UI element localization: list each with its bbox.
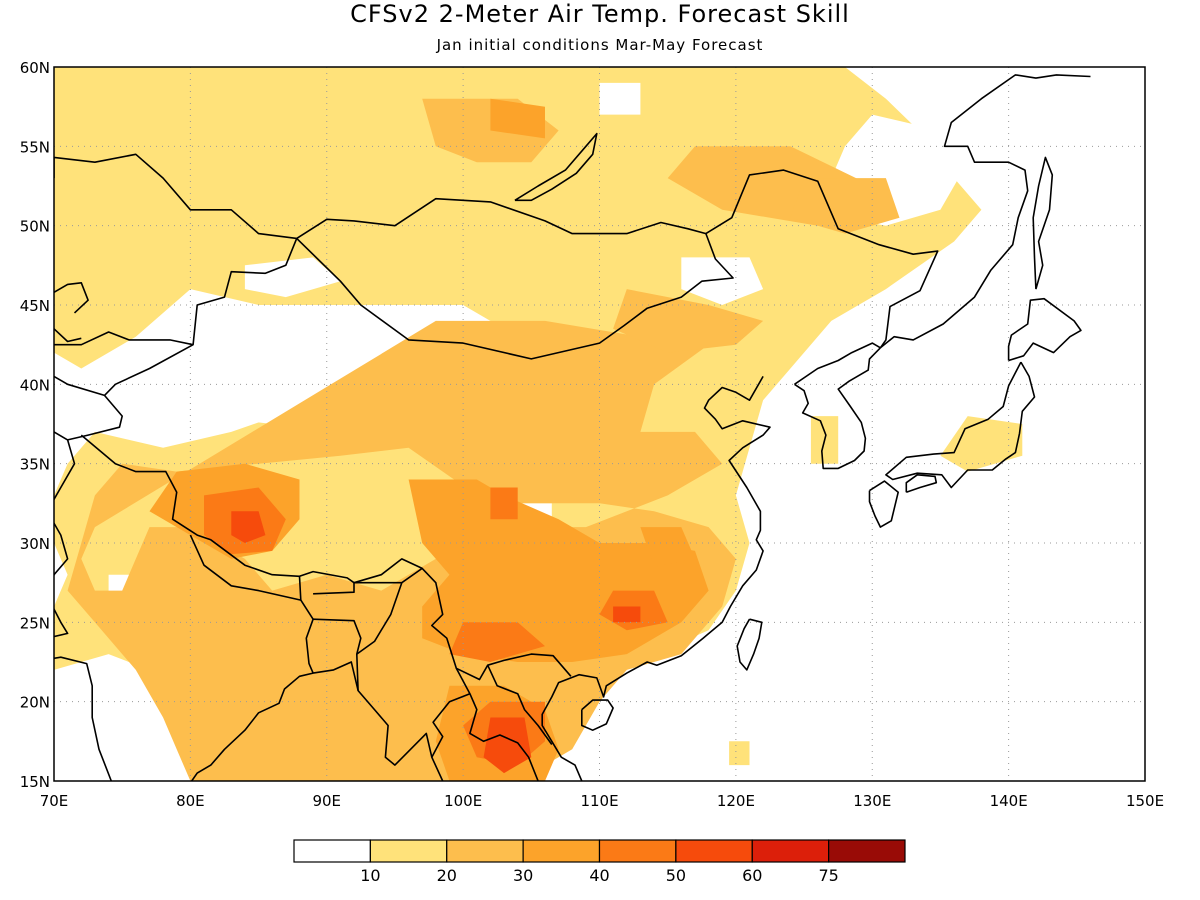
colorbar: 10 20 30 40 50 60 75 <box>293 839 906 885</box>
colorbar-tick-label: 40 <box>589 866 609 885</box>
colorbar-swatch <box>675 839 753 863</box>
skill-band-40-50 <box>490 487 518 520</box>
colorbar-tick-label: 20 <box>437 866 457 885</box>
border-northern <box>54 153 939 349</box>
coastline-kyushu <box>868 480 900 528</box>
skill-shading-layer <box>54 67 1023 781</box>
colorbar-tick-label: 75 <box>818 866 838 885</box>
latitude-tick-label: 35N <box>20 456 50 474</box>
map-gridlines <box>54 67 1145 781</box>
skill-band-50-60 <box>231 511 266 543</box>
longitude-tick-label: 100E <box>444 792 482 810</box>
coastline-india-west <box>54 656 113 781</box>
colorbar-swatch <box>828 839 906 863</box>
skill-band-20-30 <box>613 289 764 353</box>
latitude-tick-label: 55N <box>20 138 50 156</box>
skill-band-50-60 <box>483 717 532 774</box>
skill-band-30-40 <box>640 527 695 567</box>
border-bangladesh-west <box>300 599 314 674</box>
figure-subtitle: Jan initial conditions Mar-May Forecast <box>436 36 764 54</box>
border-bangladesh-east <box>313 618 362 691</box>
border-laos-thailand <box>455 667 539 781</box>
figure-title: CFSv2 2-Meter Air Temp. Forecast Skill <box>350 0 850 28</box>
coastline-borders-layer <box>54 74 1091 781</box>
colorbar-swatch <box>369 839 448 863</box>
colorbar-tick-label: 60 <box>742 866 762 885</box>
latitude-tick-label: 20N <box>20 694 50 712</box>
latitude-tick-labels: 60N 55N 50N 45N 40N 35N 30N 25N 20N 15N <box>20 59 50 791</box>
lake-baikal <box>514 132 598 202</box>
colorbar-swatch <box>446 839 524 863</box>
colorbar-swatch <box>598 839 677 863</box>
longitude-tick-label: 80E <box>176 792 205 810</box>
skill-band-30-40 <box>490 98 545 139</box>
colorbar-tick-label: 30 <box>513 866 533 885</box>
latitude-tick-label: 15N <box>20 773 50 791</box>
border-mongolia-china <box>296 233 734 360</box>
skill-band-below-10 <box>244 257 341 298</box>
skill-band-20-30 <box>790 178 900 234</box>
longitude-tick-labels: 70E 80E 90E 100E 110E 120E 130E 140E 150E <box>40 792 1164 810</box>
border-laos-vietnam <box>486 664 553 745</box>
skill-band-40-50 <box>449 622 545 662</box>
colorbar-tick-label: 10 <box>360 866 380 885</box>
border-myanmar-thailand <box>431 692 471 758</box>
skill-band-50-60 <box>613 606 641 623</box>
coastline-taiwan <box>736 618 763 671</box>
border-central-asia <box>54 375 105 397</box>
border-china-west <box>67 238 298 441</box>
border-pakistan <box>54 431 76 638</box>
colorbar-swatch <box>522 839 601 863</box>
longitude-tick-label: 90E <box>312 792 341 810</box>
longitude-tick-label: 150E <box>1126 792 1164 810</box>
latitude-tick-label: 25N <box>20 614 50 632</box>
skill-band-20-30 <box>67 320 736 781</box>
coastline-shikoku <box>905 473 938 493</box>
colorbar-swatch <box>293 839 371 863</box>
skill-band-10-20 <box>940 416 1023 472</box>
latitude-tick-label: 50N <box>20 218 50 236</box>
longitude-tick-label: 70E <box>40 792 69 810</box>
longitude-tick-label: 130E <box>853 792 891 810</box>
coastline-hainan <box>580 699 614 732</box>
border-china-south <box>80 434 572 681</box>
coastline-far-east <box>879 74 1091 349</box>
longitude-tick-label: 120E <box>717 792 755 810</box>
colorbar-tick-label: 50 <box>666 866 686 885</box>
coastline-sakhalin <box>1032 156 1054 290</box>
skill-band-30-40 <box>545 543 600 591</box>
border-kyrgyz-kaz <box>54 331 194 346</box>
coastline-west-fragment <box>54 328 82 343</box>
skill-band-10-20 <box>729 741 750 766</box>
border-bhutan <box>313 582 355 595</box>
latitude-tick-label: 60N <box>20 59 50 77</box>
coastline-honshu <box>885 361 1036 489</box>
longitude-tick-label: 140E <box>990 792 1028 810</box>
coastline-bay-of-bengal <box>191 661 444 781</box>
coastline-hokkaido <box>1007 297 1082 362</box>
longitude-tick-label: 110E <box>580 792 618 810</box>
latitude-tick-label: 40N <box>20 376 50 394</box>
latitude-tick-label: 30N <box>20 535 50 553</box>
lake-balkhash-fragment <box>54 281 89 314</box>
coastline-china <box>541 376 771 781</box>
colorbar-swatch <box>751 839 830 863</box>
skill-band-below-10 <box>681 257 764 305</box>
map-frame <box>53 66 1146 782</box>
latitude-tick-label: 45N <box>20 297 50 315</box>
border-china-korea <box>794 342 881 385</box>
coastline-korea <box>794 347 881 470</box>
border-india-myanmar <box>356 582 403 655</box>
border-nepal-india <box>189 534 302 601</box>
skill-band-below-10 <box>599 82 641 115</box>
